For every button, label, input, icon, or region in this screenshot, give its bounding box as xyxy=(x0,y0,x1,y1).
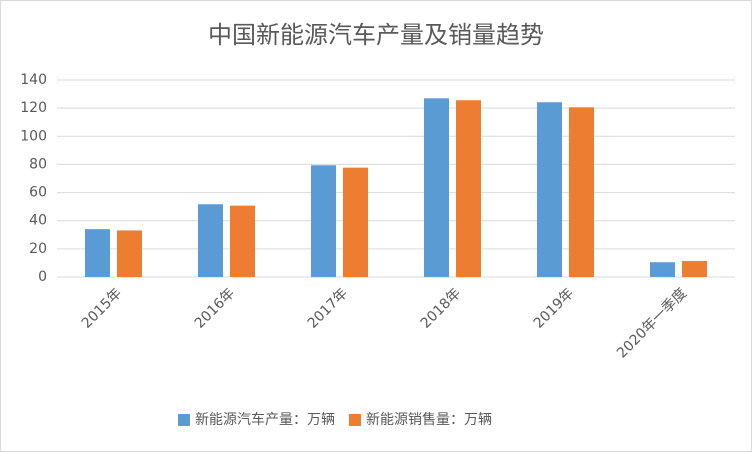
chart-title: 中国新能源汽车产量及销量趋势 xyxy=(208,21,544,49)
bar xyxy=(537,102,562,278)
y-tick-label: 80 xyxy=(29,156,47,172)
y-tick-label: 120 xyxy=(20,100,47,116)
legend-swatch xyxy=(178,414,190,426)
bar xyxy=(456,100,481,278)
bar xyxy=(311,165,336,277)
bar xyxy=(424,98,449,278)
y-tick-label: 60 xyxy=(29,185,47,201)
bar xyxy=(569,107,594,277)
y-tick-label: 100 xyxy=(20,128,47,144)
bar xyxy=(343,167,368,277)
bar xyxy=(230,205,255,277)
y-tick-label: 140 xyxy=(20,72,47,88)
y-tick-label: 20 xyxy=(29,241,47,257)
y-tick-label: 0 xyxy=(38,269,47,285)
legend-label: 新能源销售量：万辆 xyxy=(366,412,492,428)
legend-swatch xyxy=(349,414,361,426)
bar xyxy=(85,229,110,277)
legend-label: 新能源汽车产量：万辆 xyxy=(195,411,335,428)
bar xyxy=(117,230,142,277)
bar xyxy=(682,260,707,277)
bar xyxy=(198,204,223,277)
y-tick-label: 40 xyxy=(29,213,47,229)
bar xyxy=(650,262,675,277)
